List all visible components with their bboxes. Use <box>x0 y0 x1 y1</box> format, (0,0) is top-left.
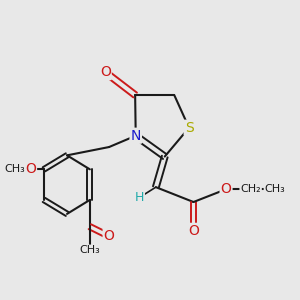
Text: O: O <box>103 229 115 243</box>
Text: CH₃: CH₃ <box>4 164 25 174</box>
Text: N: N <box>130 129 141 143</box>
Text: CH₃: CH₃ <box>80 245 100 256</box>
Text: O: O <box>220 182 232 196</box>
Text: O: O <box>100 65 111 79</box>
Text: H: H <box>135 191 144 204</box>
Text: CH₂: CH₂ <box>240 184 261 194</box>
Text: O: O <box>25 162 36 176</box>
Text: O: O <box>188 224 199 238</box>
Text: S: S <box>185 121 194 135</box>
Text: CH₃: CH₃ <box>265 184 285 194</box>
